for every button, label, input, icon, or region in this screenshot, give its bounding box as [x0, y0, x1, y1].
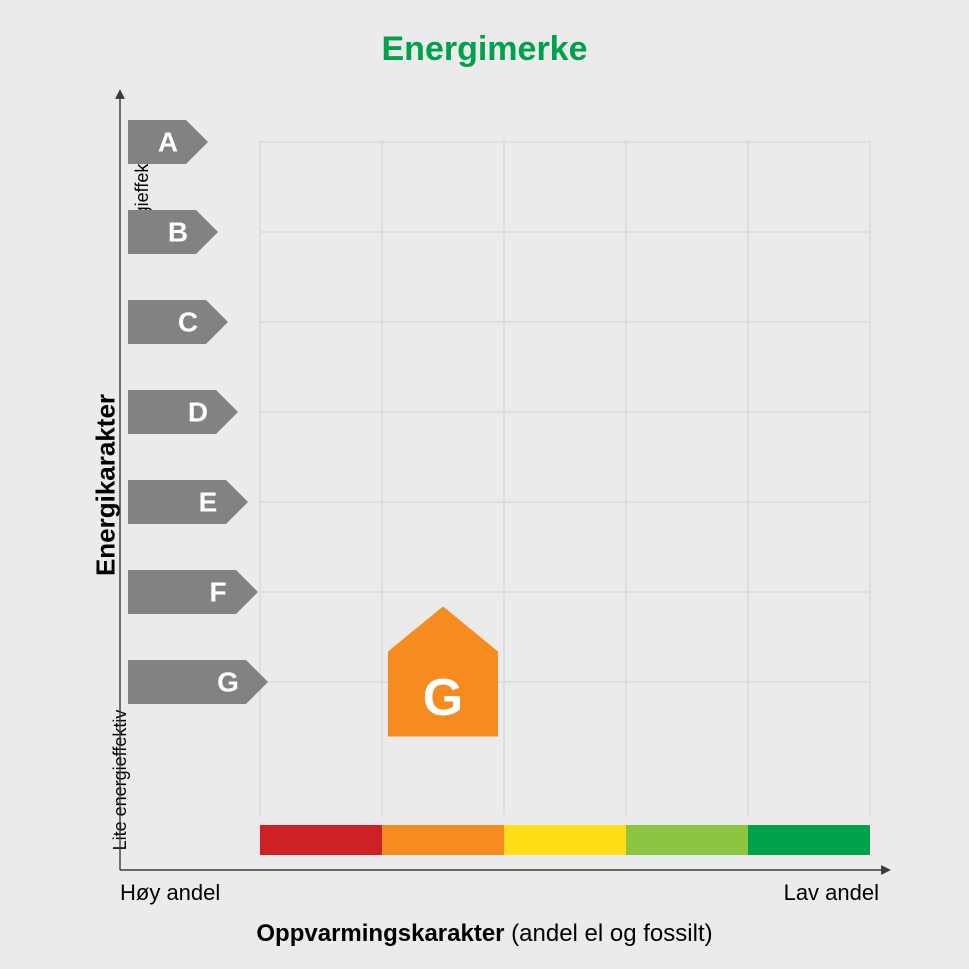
- spectrum-segment: [748, 825, 870, 855]
- grade-arrow-label: D: [188, 397, 208, 428]
- grade-arrow: [128, 390, 238, 434]
- grade-arrow-label: A: [158, 127, 178, 158]
- spectrum-segment: [260, 825, 382, 855]
- grade-arrow: [128, 570, 258, 614]
- spectrum-segment: [626, 825, 748, 855]
- energy-label-chart: Energimerke Energikarakter Energieffekti…: [0, 0, 969, 969]
- spectrum-segment: [504, 825, 626, 855]
- grade-arrow-label: C: [178, 307, 198, 338]
- grade-arrow-label: F: [209, 577, 226, 608]
- chart-svg: A B C D E F G G: [0, 0, 969, 969]
- spectrum-segment: [382, 825, 504, 855]
- rating-marker-letter: G: [423, 669, 463, 727]
- grade-arrow: [128, 660, 268, 704]
- grade-arrow-label: G: [217, 667, 239, 698]
- grade-arrow-label: E: [199, 487, 218, 518]
- grade-arrow-label: B: [168, 217, 188, 248]
- grade-arrow: [128, 480, 248, 524]
